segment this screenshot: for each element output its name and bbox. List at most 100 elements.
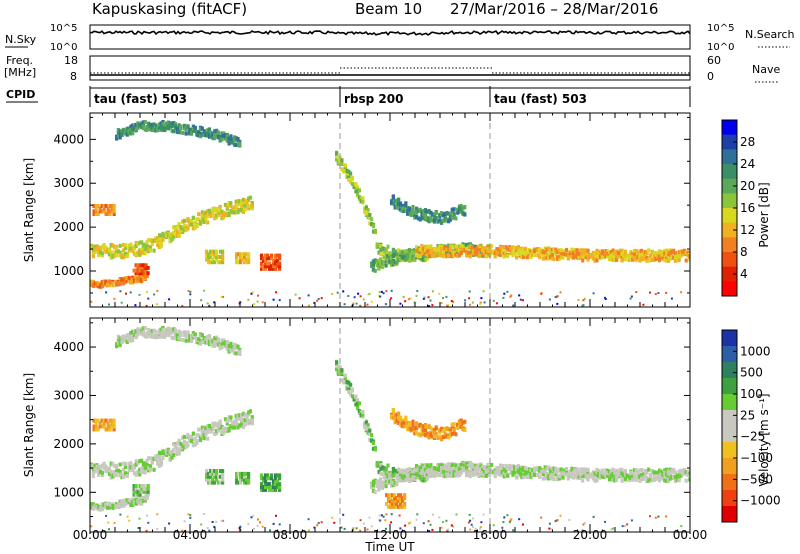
- power-colorbar-label: Power [dB]: [757, 182, 771, 247]
- data-cell: [415, 210, 419, 215]
- data-cell: [384, 484, 388, 489]
- data-cell: [181, 226, 185, 231]
- data-cell: [270, 256, 274, 261]
- data-cell: [111, 253, 115, 258]
- data-cell: [425, 252, 429, 257]
- data-cell: [438, 292, 441, 295]
- data-cell: [393, 249, 397, 254]
- data-cell: [211, 471, 215, 476]
- data-cell: [363, 424, 367, 429]
- data-cell: [207, 423, 212, 428]
- data-cell: [92, 424, 96, 429]
- data-cell: [97, 253, 101, 258]
- data-cell: [177, 129, 181, 134]
- data-cell: [643, 474, 647, 479]
- data-cell: [215, 471, 219, 476]
- data-cell: [583, 297, 586, 300]
- data-cell: [409, 211, 413, 216]
- data-cell: [613, 258, 617, 263]
- data-cell: [595, 470, 599, 475]
- time-axis: 00:00 04:00 08:00 12:00 16:00 20:00 00:00: [73, 528, 708, 542]
- data-cell: [688, 257, 690, 262]
- data-cell: [665, 258, 669, 263]
- data-cell: [195, 131, 199, 136]
- data-cell: [206, 429, 210, 434]
- data-cell: [91, 280, 95, 285]
- data-cell: [107, 252, 112, 257]
- data-cell: [479, 302, 482, 305]
- data-cell: [215, 249, 219, 254]
- data-cell: [606, 471, 610, 476]
- data-cell: [189, 514, 192, 517]
- data-cell: [507, 467, 512, 471]
- data-cell: [170, 449, 174, 454]
- data-cell: [427, 470, 431, 475]
- data-cell: [157, 245, 162, 249]
- data-cell: [172, 121, 176, 126]
- data-cell: [98, 284, 103, 289]
- y-axis-label: Slant Range [km]: [22, 373, 36, 477]
- data-cell: [209, 211, 213, 216]
- data-cell: [371, 229, 376, 234]
- data-cell: [379, 478, 383, 483]
- data-cell: [495, 466, 499, 470]
- data-cell: [340, 378, 344, 383]
- data-cell: [416, 423, 420, 428]
- data-cell: [163, 126, 167, 131]
- data-cell: [407, 478, 412, 483]
- data-cell: [217, 260, 221, 265]
- data-cell: [441, 473, 445, 478]
- data-cell: [584, 475, 588, 480]
- data-cell: [215, 213, 219, 218]
- data-cell: [109, 255, 113, 260]
- data-cell: [154, 454, 158, 459]
- data-cell: [209, 260, 213, 265]
- data-cell: [579, 475, 583, 480]
- data-cell: [666, 258, 670, 263]
- data-cell: [457, 247, 462, 252]
- data-cell: [97, 468, 101, 473]
- data-cell: [665, 252, 669, 257]
- data-cell: [163, 333, 167, 338]
- data-cell: [668, 476, 672, 481]
- data-cell: [402, 209, 406, 214]
- data-cell: [445, 519, 448, 522]
- data-cell: [443, 218, 447, 223]
- data-cell: [591, 476, 595, 481]
- data-cell: [266, 473, 270, 478]
- data-cell: [420, 425, 424, 430]
- data-cell: [404, 478, 408, 482]
- data-cell: [109, 461, 113, 466]
- colorbar-swatch: [722, 474, 737, 491]
- data-cell: [450, 473, 454, 478]
- data-cell: [161, 325, 165, 330]
- data-cell: [127, 333, 131, 338]
- data-cell: [395, 496, 399, 501]
- data-cell: [545, 252, 549, 257]
- date-range: 27/Mar/2016 – 28/Mar/2016: [450, 0, 658, 18]
- data-cell: [354, 182, 358, 187]
- colorbar-swatch: [722, 237, 737, 253]
- data-cell: [136, 268, 140, 273]
- data-cell: [447, 243, 451, 248]
- data-cell: [529, 255, 533, 259]
- data-cell: [402, 420, 406, 425]
- data-cell: [416, 475, 420, 480]
- data-cell: [593, 477, 597, 482]
- data-cell: [197, 217, 201, 222]
- data-cell: [623, 249, 628, 254]
- data-cell: [382, 481, 386, 486]
- data-cell: [681, 471, 685, 476]
- data-cell: [219, 260, 223, 265]
- data-cell: [132, 126, 137, 131]
- data-cell: [107, 466, 112, 471]
- data-cell: [211, 339, 215, 344]
- data-cell: [231, 140, 235, 145]
- data-cell: [520, 475, 524, 480]
- data-cell: [138, 248, 142, 253]
- data-cell: [239, 480, 243, 485]
- data-cell: [112, 212, 116, 216]
- x-axis-label: Time UT: [364, 540, 415, 554]
- data-cell: [129, 331, 133, 335]
- data-cell: [245, 412, 249, 417]
